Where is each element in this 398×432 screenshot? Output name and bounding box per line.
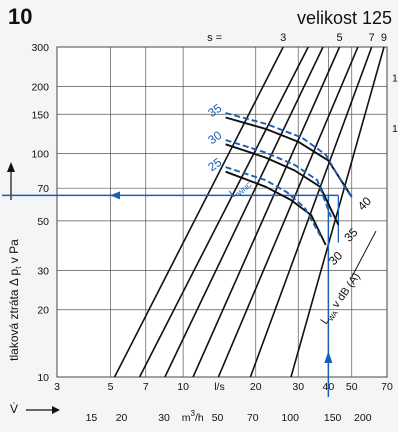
example-left-arrow xyxy=(110,191,120,200)
lwnc-curve-25 xyxy=(225,166,322,236)
x-tick-label-m3h: 100 xyxy=(281,412,299,424)
y-tick-label: 200 xyxy=(31,81,49,93)
x-tick-label-ls: 7 xyxy=(143,381,149,393)
right-edge-label: 1 xyxy=(392,123,398,135)
right-edge-label: 12 xyxy=(392,73,398,85)
y-tick-label: 10 xyxy=(37,372,49,384)
x-tick-label-ls: 3 xyxy=(54,381,60,393)
s-line xyxy=(217,47,359,377)
y-tick-label: 20 xyxy=(37,305,49,317)
x-tick-label-m3h: 20 xyxy=(116,412,128,424)
example-up-arrow xyxy=(324,351,333,363)
x-axis-arrow-head xyxy=(52,406,60,414)
s-line-label: 3 xyxy=(280,32,286,44)
lwa-curve-25 xyxy=(225,170,327,246)
y-tick-label: 70 xyxy=(37,183,49,195)
x-tick-label-m3h: 150 xyxy=(324,412,342,424)
x-tick-label-m3h: 15 xyxy=(86,412,98,424)
s-line-label: 7 xyxy=(369,32,375,44)
x-tick-label-m3h: 30 xyxy=(158,412,170,424)
s-line xyxy=(249,47,373,377)
y-tick-label: 100 xyxy=(31,149,49,161)
s-line xyxy=(290,47,385,377)
x-unit-m3h: m3/h xyxy=(182,409,204,424)
s-line xyxy=(113,47,284,377)
x-tick-label-ls: 30 xyxy=(292,381,304,393)
x-tick-label-ls: 70 xyxy=(381,381,393,393)
x-tick-label-m3h: 50 xyxy=(212,412,224,424)
lwa-curve-30 xyxy=(225,143,340,226)
s-label: s = xyxy=(207,32,222,44)
s-line-label: 5 xyxy=(336,32,342,44)
x-tick-label-ls: 10 xyxy=(177,381,189,393)
x-tick-label-ls: 20 xyxy=(250,381,262,393)
y-axis-label: tlaková ztráta Δ pt v Pa xyxy=(7,239,23,361)
s-line-label: 9 xyxy=(381,32,387,44)
y-tick-label: 150 xyxy=(31,109,49,121)
x-tick-label-ls: 5 xyxy=(108,381,114,393)
x-axis-label: V̇ xyxy=(10,402,18,416)
x-tick-label-ls: 50 xyxy=(346,381,358,393)
x-unit-ls: l/s xyxy=(214,381,225,393)
y-tick-label: 300 xyxy=(31,42,49,54)
x-tick-label-m3h: 70 xyxy=(247,412,259,424)
lwnc-curve-35 xyxy=(225,112,353,198)
s-line xyxy=(164,47,324,377)
lwnc-curve-30 xyxy=(225,139,332,218)
y-axis-arrow-head xyxy=(7,162,15,172)
y-tick-label: 50 xyxy=(37,216,49,228)
y-tick-label: 30 xyxy=(37,265,49,277)
lwa-direction-line xyxy=(351,230,377,278)
panel-number: 10 xyxy=(8,4,33,29)
x-tick-label-m3h: 200 xyxy=(354,412,372,424)
chart-title: velikost 125 xyxy=(296,8,392,28)
s-line xyxy=(138,47,309,377)
s-line xyxy=(192,47,341,377)
